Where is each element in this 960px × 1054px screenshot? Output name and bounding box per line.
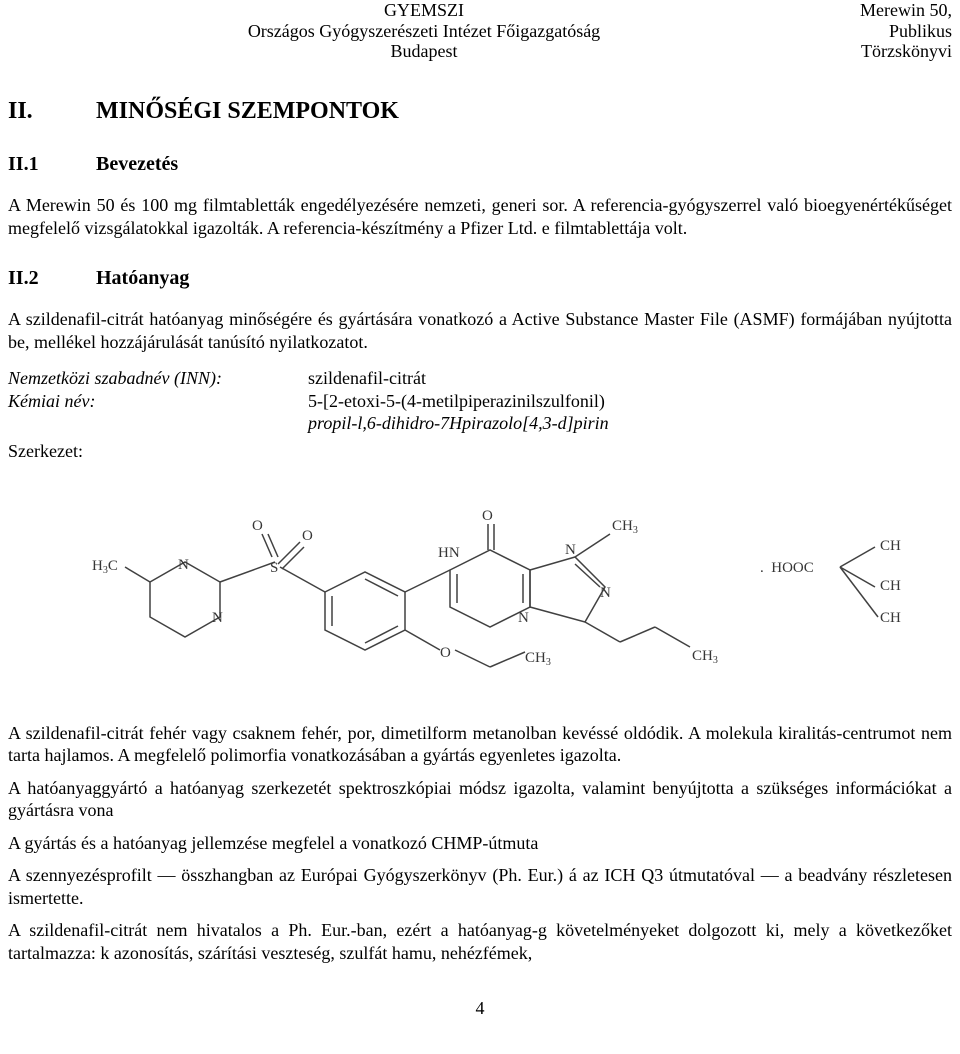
paragraph: A szildenafil-citrát hatóanyag minőségér… — [8, 308, 952, 353]
svg-text:CH3: CH3 — [525, 650, 551, 668]
svg-text:CH3: CH3 — [692, 648, 718, 666]
header-register: Törzskönyvi — [860, 41, 952, 62]
svg-text:H3C: H3C — [92, 558, 118, 576]
definition-list: Nemzetközi szabadnév (INN): szildenafil-… — [8, 367, 952, 435]
svg-text:N: N — [565, 542, 576, 558]
section-heading: II. MINŐSÉGI SZEMPONTOK — [8, 98, 952, 125]
svg-text:HN: HN — [438, 545, 460, 561]
paragraph: A Merewin 50 és 100 mg filmtabletták eng… — [8, 194, 952, 239]
page-number: 4 — [8, 998, 952, 1019]
svg-text:S: S — [270, 560, 278, 576]
subsection-heading-1: II.1 Bevezetés — [8, 153, 952, 176]
structure-label: Szerkezet: — [8, 441, 952, 462]
inn-value: szildenafil-citrát — [308, 367, 952, 390]
subsection-heading-2: II.2 Hatóanyag — [8, 267, 952, 290]
svg-text:CH: CH — [880, 538, 901, 554]
document-header: GYEMSZI Országos Gyógyszerészeti Intézet… — [8, 0, 952, 62]
header-classification: Publikus — [860, 21, 952, 42]
svg-text:O: O — [482, 508, 493, 524]
section-number: II. — [8, 98, 96, 125]
paragraph: A szildenafil-citrát fehér vagy csaknem … — [8, 722, 952, 767]
header-org-short: GYEMSZI — [8, 0, 840, 21]
svg-text:O: O — [252, 518, 263, 534]
svg-text:N: N — [212, 610, 223, 626]
svg-text:N: N — [178, 557, 189, 573]
svg-text:. HOOC: . HOOC — [760, 560, 814, 576]
header-left: GYEMSZI Országos Gyógyszerészeti Intézet… — [8, 0, 840, 62]
chemical-structure-diagram: H3C N N S O O O CH3 O HN N N N CH3 CH3 .… — [8, 472, 952, 692]
subsection-number: II.2 — [8, 267, 96, 290]
chem-value: 5-[2-etoxi-5-(4-metilpiperazinilszulfoni… — [308, 390, 952, 435]
subsection-title: Hatóanyag — [96, 267, 189, 290]
header-right: Merewin 50, Publikus Törzskönyvi — [840, 0, 952, 62]
section-title: MINŐSÉGI SZEMPONTOK — [96, 98, 399, 125]
header-product: Merewin 50, — [860, 0, 952, 21]
subsection-title: Bevezetés — [96, 153, 178, 176]
svg-text:CH3: CH3 — [612, 518, 638, 536]
paragraph: A gyártás és a hatóanyag jellemzése megf… — [8, 832, 952, 855]
chem-value-line1: 5-[2-etoxi-5-(4-metilpiperazinilszulfoni… — [308, 390, 952, 413]
molecule-svg: H3C N N S O O O CH3 O HN N N N CH3 CH3 .… — [20, 472, 940, 692]
svg-text:CH: CH — [880, 578, 901, 594]
subsection-number: II.1 — [8, 153, 96, 176]
svg-text:N: N — [518, 610, 529, 626]
paragraph: A szennyezésprofilt — összhangban az Eur… — [8, 864, 952, 909]
paragraph: A hatóanyaggyártó a hatóanyag szerkezeté… — [8, 777, 952, 822]
header-org-full: Országos Gyógyszerészeti Intézet Főigazg… — [8, 21, 840, 42]
paragraph: A szildenafil-citrát nem hivatalos a Ph.… — [8, 919, 952, 964]
chem-value-line2: propil-l,6-dihidro-7Hpirazolo[4,3-d]piri… — [308, 412, 952, 435]
definition-row-inn: Nemzetközi szabadnév (INN): szildenafil-… — [8, 367, 952, 390]
header-city: Budapest — [8, 41, 840, 62]
inn-label: Nemzetközi szabadnév (INN): — [8, 367, 308, 390]
svg-text:O: O — [440, 645, 451, 661]
definition-row-chemname: Kémiai név: 5-[2-etoxi-5-(4-metilpiperaz… — [8, 390, 952, 435]
svg-text:CH: CH — [880, 610, 901, 626]
svg-text:N: N — [600, 585, 611, 601]
svg-text:O: O — [302, 528, 313, 544]
chem-label: Kémiai név: — [8, 390, 308, 435]
